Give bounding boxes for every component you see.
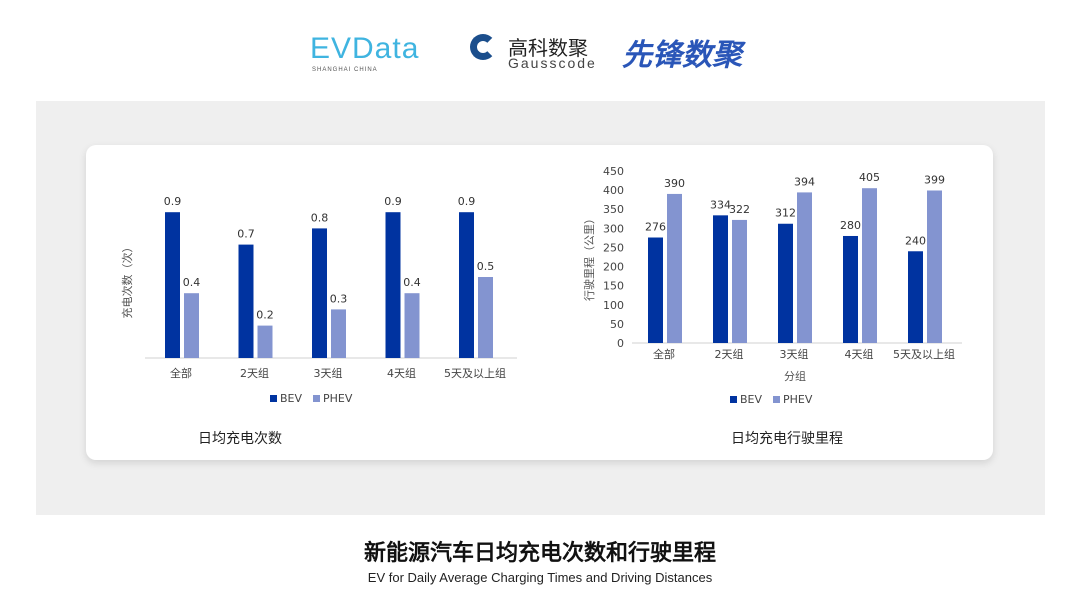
x-tick-label: 3天组 — [314, 366, 343, 380]
chart-title: 日均充电行驶里程 — [731, 431, 843, 447]
bar-bev — [459, 212, 474, 358]
y-tick-label: 150 — [603, 280, 624, 293]
legend-swatch — [773, 396, 780, 403]
data-label: 394 — [794, 175, 815, 188]
x-tick-label: 2天组 — [715, 347, 744, 361]
bar-phev — [667, 193, 682, 343]
data-label: 0.5 — [477, 260, 495, 273]
gausscode-icon — [470, 34, 496, 60]
legend-swatch — [730, 396, 737, 403]
data-label: 322 — [729, 203, 750, 216]
legend-label: BEV — [280, 392, 302, 405]
y-tick-label: 50 — [610, 318, 624, 331]
data-label: 0.7 — [237, 228, 255, 241]
page-subtitle: EV for Daily Average Charging Times and … — [367, 570, 713, 585]
bar-bev — [713, 215, 728, 343]
legend-label: PHEV — [323, 392, 353, 405]
bar-bev — [312, 228, 327, 358]
bar-phev — [257, 325, 273, 358]
data-label: 399 — [924, 173, 945, 186]
bar-phev — [797, 192, 812, 343]
legend-label: PHEV — [783, 393, 813, 406]
data-label: 334 — [710, 198, 731, 211]
bar-bev — [648, 237, 663, 343]
y-tick-label: 250 — [603, 241, 624, 254]
bar-bev — [778, 223, 793, 343]
evdata-sub: SHANGHAI CHINA — [312, 67, 378, 73]
y-axis-title: 行驶里程（公里） — [582, 213, 596, 301]
chart-title: 日均充电次数 — [198, 431, 282, 447]
bar-phev — [862, 188, 877, 343]
y-tick-label: 200 — [603, 261, 624, 274]
data-label: 240 — [905, 234, 926, 247]
data-label: 276 — [645, 221, 666, 234]
evdata-text: EVData — [310, 32, 420, 65]
x-axis-title: 分组 — [784, 369, 806, 383]
legend-swatch — [270, 395, 277, 402]
bar-phev — [927, 190, 942, 343]
page-title: 新能源汽车日均充电次数和行驶里程 — [363, 541, 716, 566]
bar-phev — [184, 293, 199, 358]
legend-label: BEV — [740, 393, 762, 406]
y-tick-label: 0 — [617, 337, 624, 350]
y-tick-label: 350 — [603, 203, 624, 216]
y-axis-title: 充电次数（次） — [120, 242, 134, 319]
data-label: 280 — [840, 219, 861, 232]
bar-phev — [331, 309, 346, 358]
data-label: 0.3 — [330, 292, 348, 305]
data-label: 0.9 — [164, 195, 182, 208]
y-tick-label: 400 — [603, 184, 624, 197]
y-tick-label: 300 — [603, 222, 624, 235]
evdata-logo: EVData — [310, 32, 419, 66]
data-label: 0.4 — [183, 276, 201, 289]
bar-bev — [385, 212, 401, 358]
bar-phev — [478, 277, 493, 358]
bar-bev — [843, 235, 858, 343]
xianfeng-logo: 先锋数聚 — [622, 38, 742, 73]
y-tick-label: 100 — [603, 299, 624, 312]
data-label: 390 — [664, 177, 685, 190]
bar-bev — [238, 244, 254, 358]
x-tick-label: 全部 — [170, 366, 192, 380]
gausscode-en: Gausscode — [508, 55, 597, 71]
bar-phev — [404, 293, 420, 358]
x-tick-label: 3天组 — [780, 347, 809, 361]
data-label: 0.4 — [403, 276, 421, 289]
data-label: 0.9 — [458, 195, 476, 208]
bar-bev — [165, 212, 180, 358]
data-label: 0.2 — [256, 309, 274, 322]
bar-bev — [908, 251, 923, 343]
y-tick-label: 450 — [603, 165, 624, 178]
chart-card — [86, 145, 993, 460]
x-tick-label: 2天组 — [240, 366, 269, 380]
data-label: 0.8 — [311, 211, 329, 224]
legend-swatch — [313, 395, 320, 402]
data-label: 405 — [859, 171, 880, 184]
x-tick-label: 全部 — [653, 347, 675, 361]
x-tick-label: 4天组 — [387, 366, 416, 380]
gausscode-cn: 高科数聚 — [508, 36, 588, 60]
data-label: 312 — [775, 207, 796, 220]
x-tick-label: 4天组 — [845, 347, 874, 361]
data-label: 0.9 — [384, 195, 402, 208]
logo-bar: EVData SHANGHAI CHINA 高科数聚 Gausscode 先锋数… — [0, 24, 1080, 74]
x-tick-label: 5天及以上组 — [893, 347, 955, 361]
bar-phev — [732, 219, 747, 343]
x-tick-label: 5天及以上组 — [444, 366, 506, 380]
